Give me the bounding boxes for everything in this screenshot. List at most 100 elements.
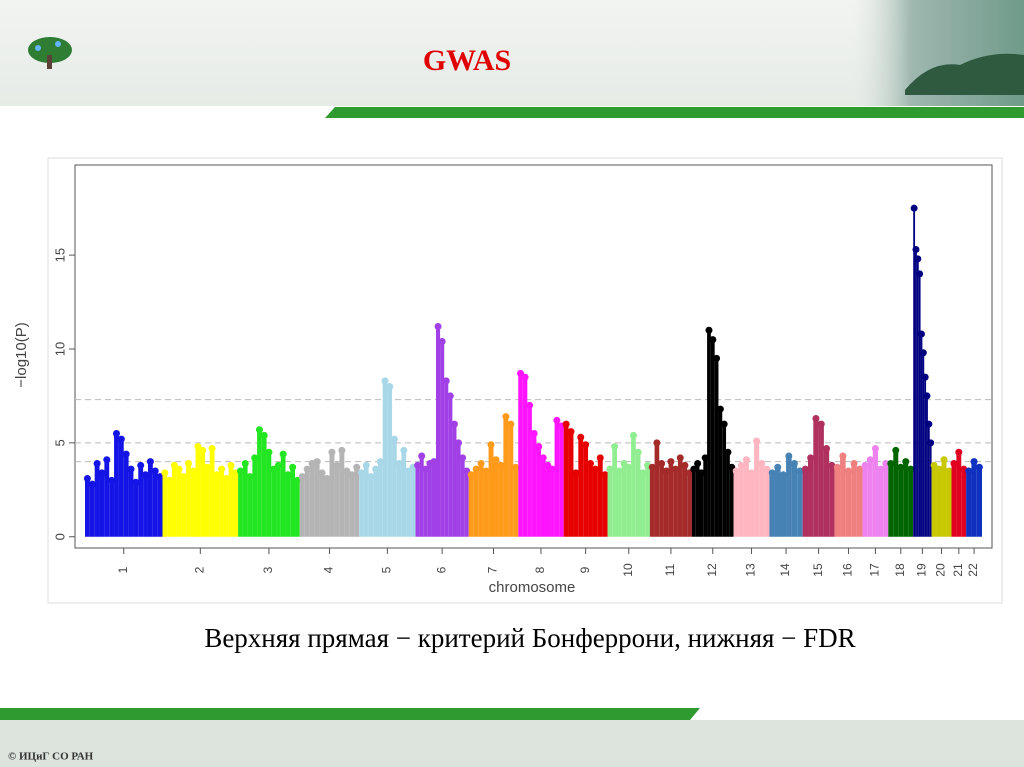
snp-point (303, 465, 311, 473)
snp-point (713, 354, 721, 362)
snp-point (450, 420, 458, 428)
snp-point (112, 429, 120, 437)
snp-point (535, 443, 543, 451)
snp-point (255, 426, 263, 434)
snp-point (690, 465, 698, 473)
x-tick-label: 12 (705, 563, 719, 577)
snp-point (189, 467, 197, 475)
snp-point (785, 452, 793, 460)
y-axis-label: −log10(P) (13, 322, 30, 387)
y-tick-label: 5 (52, 439, 67, 446)
snp-point (199, 446, 207, 454)
snp-point (414, 461, 422, 469)
snp-point (438, 337, 446, 345)
snp-point (313, 458, 321, 466)
snp-point (577, 433, 585, 441)
snp-point (161, 469, 169, 477)
snp-point (137, 461, 145, 469)
snp-point (459, 454, 467, 462)
snp-point (850, 460, 858, 468)
snp-point (861, 461, 869, 469)
snp-point (910, 204, 918, 212)
snp-point (418, 452, 426, 460)
snp-point (629, 431, 637, 439)
caption: Верхняя прямая − критерий Бонферрони, ни… (204, 623, 855, 653)
x-tick-label: 3 (261, 566, 275, 573)
snp-point (430, 458, 438, 466)
snp-point (917, 330, 925, 338)
snp-point (227, 461, 235, 469)
x-tick-label: 13 (744, 563, 758, 577)
snp-point (940, 456, 948, 464)
x-tick-label: 15 (811, 563, 825, 577)
snp-point (472, 465, 480, 473)
snp-point (400, 446, 408, 454)
snp-point (117, 435, 125, 443)
snp-point (284, 471, 292, 479)
snp-point (572, 469, 580, 477)
snp-point (828, 461, 836, 469)
header-photo-forest (905, 53, 1024, 95)
snp-point (839, 452, 847, 460)
snp-point (93, 460, 101, 468)
snp-point (265, 448, 273, 456)
snp-point (676, 454, 684, 462)
snp-point (446, 392, 454, 400)
snp-point (386, 383, 394, 391)
snp-point (213, 471, 221, 479)
x-tick-label: 17 (868, 563, 882, 577)
snp-point (274, 461, 282, 469)
snp-point (323, 475, 331, 483)
x-tick-label: 1 (116, 566, 130, 573)
snp-point (333, 461, 341, 469)
snp-point (562, 420, 570, 428)
snp-point (887, 460, 895, 468)
snp-point (521, 373, 529, 381)
snp-point (587, 460, 595, 468)
x-tick-label: 4 (322, 566, 336, 573)
snp-point (293, 476, 301, 484)
snp-point (362, 461, 370, 469)
snp-point (497, 461, 505, 469)
snp-point (582, 441, 590, 449)
snp-point (455, 439, 463, 447)
snp-point (122, 450, 130, 458)
snp-point (98, 469, 106, 477)
snp-point (935, 465, 943, 473)
x-tick-label: 19 (915, 563, 929, 577)
snp-point (902, 458, 910, 466)
snp-point (748, 469, 756, 477)
snp-point (720, 420, 728, 428)
snp-point (916, 270, 924, 278)
snp-point (477, 460, 485, 468)
snp-point (812, 414, 820, 422)
snp-point (970, 458, 978, 466)
snp-point (779, 471, 787, 479)
snp-point (83, 475, 91, 483)
snp-point (955, 448, 963, 456)
snp-point (648, 463, 656, 471)
snp-point (467, 471, 475, 479)
snp-point (567, 428, 575, 436)
snp-point (175, 465, 183, 473)
x-tick-label: 11 (663, 563, 677, 576)
snp-point (724, 448, 732, 456)
snp-point (298, 473, 306, 481)
snp-point (246, 473, 254, 481)
snp-point (512, 463, 520, 471)
snp-point (208, 444, 216, 452)
x-tick-label: 6 (434, 566, 448, 573)
snp-point (553, 416, 561, 424)
snp-point (790, 460, 798, 468)
snp-point (907, 465, 915, 473)
snp-point (606, 465, 614, 473)
snp-point (146, 458, 154, 466)
snp-point (132, 478, 140, 486)
snp-point (923, 392, 931, 400)
snp-point (156, 473, 164, 481)
x-tick-label: 10 (621, 563, 635, 577)
snp-point (914, 255, 922, 263)
snp-point (801, 465, 809, 473)
snp-point (807, 454, 815, 462)
